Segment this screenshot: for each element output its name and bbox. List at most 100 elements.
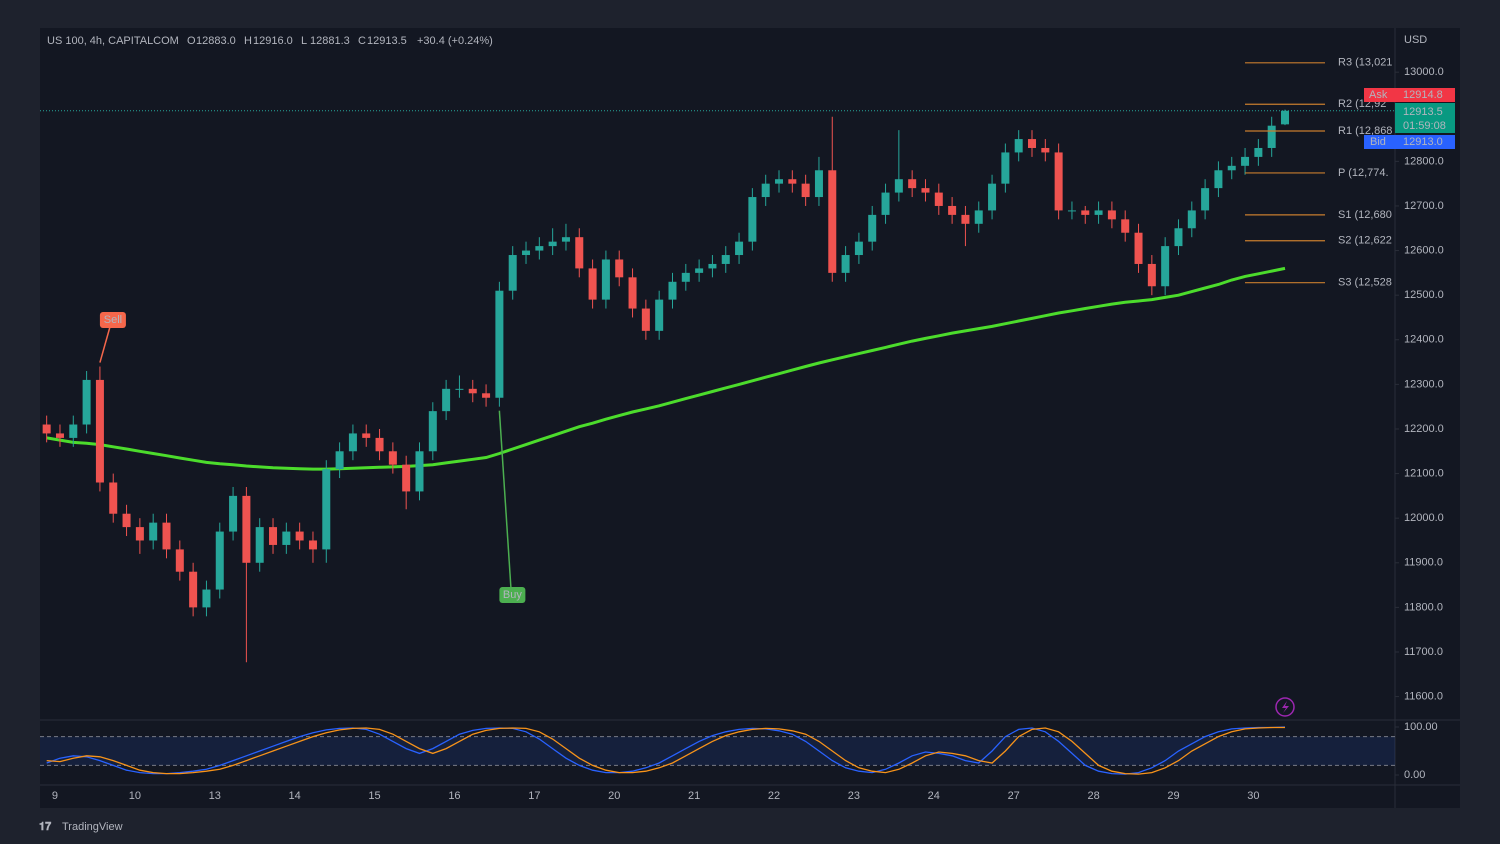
pivot-label: R1 (12,868 [1338,125,1392,137]
pivot-label: S3 (12,528 [1338,277,1392,289]
bid-value: 12913.0 [1403,136,1443,148]
osc-tick-label: 0.00 [1404,769,1425,781]
candle-body [229,495,238,532]
candle-body [854,241,863,256]
x-tick-label: 28 [1087,790,1099,802]
y-tick-label: 12500.0 [1404,289,1444,301]
candle-body [175,549,184,572]
signal-label: Buy [503,589,522,601]
candle-body [402,464,411,492]
candle-body [162,522,171,550]
y-tick-label: 12100.0 [1404,467,1444,479]
candle-body [415,451,424,492]
candle-body [1147,263,1156,287]
candle-body [269,527,278,545]
candle-body [255,527,264,563]
candle-body [482,393,491,398]
candle-body [1041,147,1050,153]
candle-body [189,571,198,608]
oscillator-line [46,726,1286,775]
ask-value: 12914.8 [1403,89,1443,101]
plot [42,109,1289,663]
legend-value: 12916.0 [253,35,293,47]
candle-body [735,241,744,256]
signal-label: Sell [104,314,122,326]
candle-body [375,437,384,452]
candle-body [1081,210,1090,215]
candle-body [1014,139,1023,153]
currency: USD [1404,34,1427,46]
y-tick-label: 12600.0 [1404,244,1444,256]
y-tick-label: 12000.0 [1404,512,1444,524]
legend-value: 12881.3 [310,35,350,47]
candle-body [681,272,690,282]
candle-body [961,214,970,224]
alert-icon[interactable] [1275,697,1295,717]
candle-body [881,192,890,215]
legend-key: C [358,35,366,47]
candle-body [628,277,637,309]
pivot-label: R3 (13,021 [1338,57,1392,69]
y-tick-label: 12700.0 [1404,200,1444,212]
x-tick-label: 30 [1247,790,1259,802]
candle-body [348,433,357,452]
candle-body [55,433,64,438]
candle-body [362,433,371,438]
candle-body [908,179,917,189]
candle-body [1267,125,1276,148]
candle-body [428,411,437,452]
bid-label-bg [1364,135,1395,149]
candle-body [122,513,131,528]
x-tick-label: 15 [368,790,380,802]
candle-body [775,179,784,184]
signal-badge [99,312,126,328]
candle-body [641,308,650,331]
y-tick-label: 12300.0 [1404,378,1444,390]
candle-body [695,268,704,273]
candle-body [468,388,477,394]
x-tick-label: 17 [528,790,540,802]
candle-body [202,589,211,608]
oscillator-line [46,726,1285,775]
alert-bolt [1282,701,1289,713]
legend-value: 12883.0 [196,35,236,47]
candle-body [1187,210,1196,229]
x-tick-label: 27 [1008,790,1020,802]
candle-body [135,527,144,541]
candle-body [1054,152,1063,211]
signal-connector [498,410,513,596]
candle-body [974,210,983,224]
x-tick-label: 29 [1167,790,1179,802]
oscillator-band [40,736,1395,766]
moving-average [46,266,1286,471]
chart-title: US 100, 4h, CAPITALCOM [47,35,179,47]
candle-body [42,424,51,434]
candle-body [95,379,104,483]
candle-body [828,170,837,273]
candle-body [588,268,597,300]
candle-body [1067,210,1076,212]
pivot-label: S1 (12,680 [1338,209,1392,221]
bid-label: Bid [1370,136,1386,148]
candle-body [109,482,118,514]
x-tick-label: 20 [608,790,620,802]
y-tick-label: 11700.0 [1404,646,1443,658]
candle-body [82,379,91,425]
legend-value: 12913.5 [367,35,407,47]
candle-body [495,290,504,398]
candle-body [668,281,677,300]
candle-body [69,424,78,438]
x-tick-label: 21 [688,790,700,802]
candle-body [335,451,344,470]
x-tick-label: 10 [129,790,141,802]
y-tick-label: 13000.0 [1404,66,1444,78]
candle-body [788,179,797,184]
candle-body [215,531,224,590]
osc-tick-label: 100.00 [1404,721,1438,733]
x-tick-label: 16 [448,790,460,802]
candle-body [894,179,903,193]
candle-body [295,531,304,541]
pivot-label: S2 (12,622 [1338,235,1392,247]
x-tick-label: 24 [928,790,940,802]
candle-body [535,246,544,251]
